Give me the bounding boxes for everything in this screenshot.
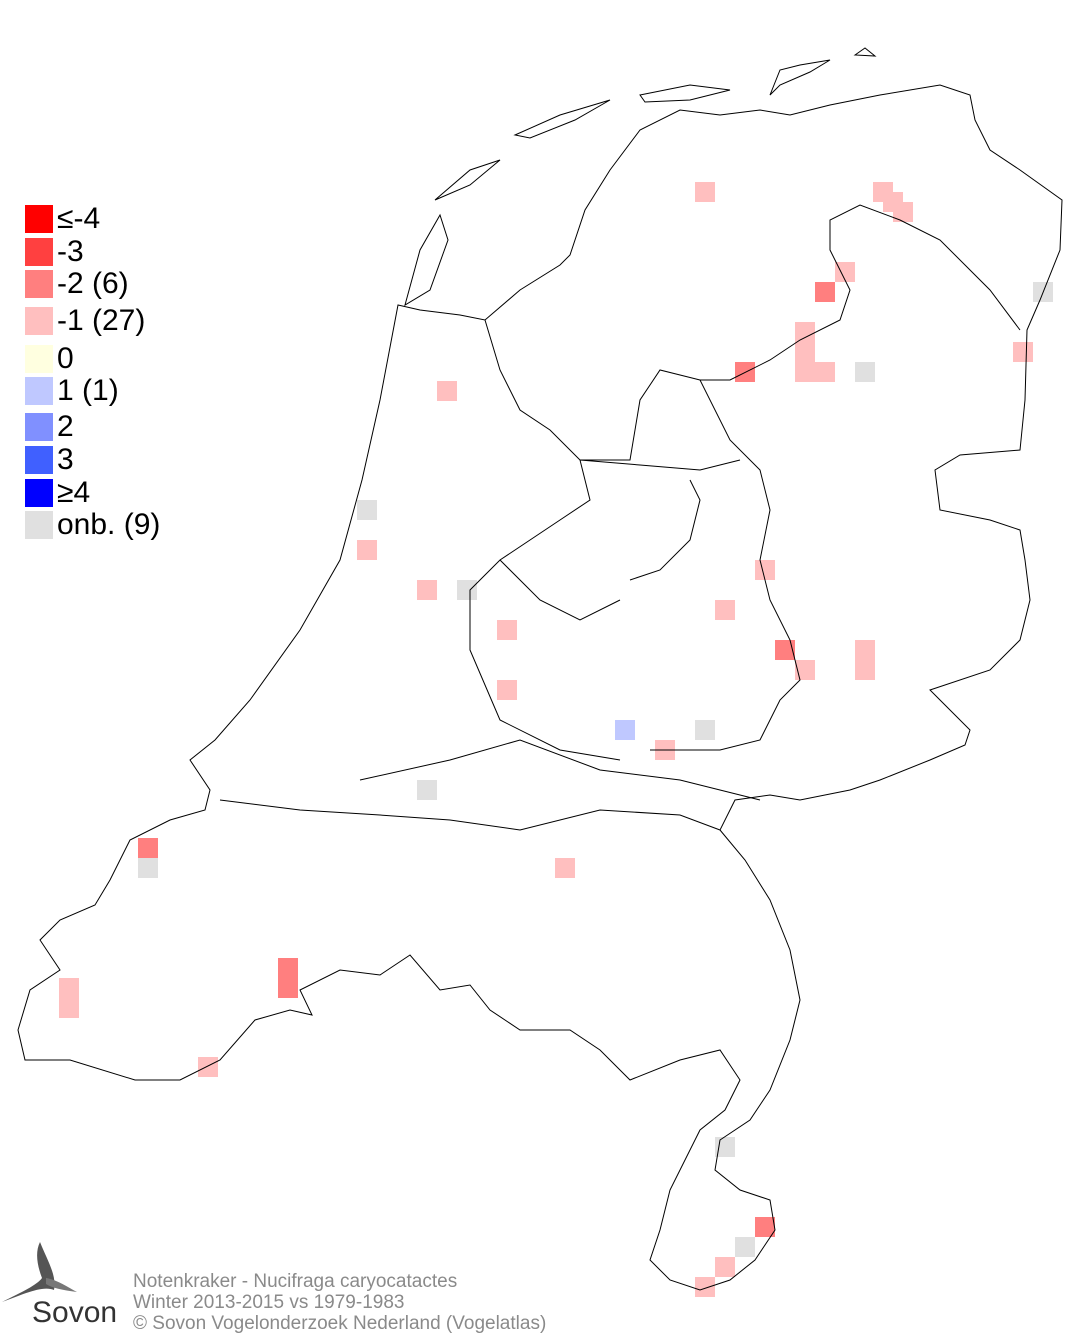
legend-label: 2 [57, 410, 74, 443]
legend-label: 0 [57, 342, 74, 375]
grid-cell [1013, 342, 1033, 362]
legend-label: -3 [57, 235, 84, 268]
grid-cell [417, 580, 437, 600]
legend-item: -1 (27) [25, 304, 146, 337]
legend-swatch [25, 446, 53, 474]
legend-item: 1 (1) [25, 374, 119, 407]
legend-swatch [25, 479, 53, 507]
legend-label: 3 [57, 443, 74, 476]
grid-cell [815, 282, 835, 302]
legend-item: 0 [25, 342, 74, 375]
grid-cell [795, 322, 815, 342]
legend-swatch [25, 238, 53, 266]
legend-label: ≤-4 [57, 202, 101, 235]
logo-text: Sovon [32, 1296, 118, 1329]
grid-cell [835, 262, 855, 282]
grid-cell [715, 600, 735, 620]
legend-item: -2 (6) [25, 267, 129, 300]
grid-cell [695, 182, 715, 202]
legend-swatch [25, 345, 53, 373]
grid-cell [138, 838, 158, 858]
grid-cell [883, 192, 903, 212]
grid-cell [855, 640, 875, 660]
grid-cell [198, 1057, 218, 1077]
grid-cell [357, 540, 377, 560]
grid-cell [775, 640, 795, 660]
grid-cell [755, 560, 775, 580]
grid-cell [715, 1257, 735, 1277]
legend-item: ≤-4 [25, 202, 101, 235]
grid-cell [695, 720, 715, 740]
legend-item: -3 [25, 235, 84, 268]
legend-label: -2 (6) [57, 267, 129, 300]
grid-cell [437, 381, 457, 401]
grid-cell [735, 1237, 755, 1257]
grid-cell [278, 978, 298, 998]
species-name: Notenkraker - Nucifraga caryocatactes [133, 1271, 458, 1292]
grid-cell [417, 780, 437, 800]
map-outline [17, 47, 1063, 1291]
grid-cell [497, 620, 517, 640]
province-borders [219, 204, 1021, 831]
grid-cell [855, 362, 875, 382]
grid-cell [795, 362, 815, 382]
legend-item: onb. (9) [25, 508, 161, 541]
legend-swatch [25, 377, 53, 405]
legend-label: -1 (27) [57, 304, 146, 337]
grid-cell [795, 660, 815, 680]
sovon-logo [2, 1240, 82, 1315]
swallow-icon [2, 1242, 77, 1302]
legend-swatch [25, 205, 53, 233]
mainland-border [17, 84, 1063, 1291]
legend-label: 1 (1) [57, 374, 119, 407]
legend-item: 2 [25, 410, 74, 443]
wadden-islands [404, 47, 877, 307]
grid-cell [795, 342, 815, 362]
grid-cell [755, 1217, 775, 1237]
copyright: © Sovon Vogelonderzoek Nederland (Vogela… [133, 1313, 547, 1334]
grid-cell [138, 858, 158, 878]
legend-swatch [25, 413, 53, 441]
grid-cell [555, 858, 575, 878]
legend-swatch [25, 270, 53, 298]
legend-swatch [25, 307, 53, 335]
grid-cell [615, 720, 635, 740]
map-caption: Notenkraker - Nucifraga caryocatactes Wi… [133, 1271, 546, 1334]
grid-cell [457, 580, 477, 600]
legend-item: 3 [25, 443, 74, 476]
grid-cell [815, 362, 835, 382]
period: Winter 2013-2015 vs 1979-1983 [133, 1292, 405, 1313]
grid-cells [59, 182, 1053, 1297]
grid-cell [497, 680, 517, 700]
legend-item: ≥4 [25, 476, 91, 509]
grid-cell [59, 978, 79, 998]
grid-cell [695, 1277, 715, 1297]
legend-swatch [25, 511, 53, 539]
grid-cell [278, 958, 298, 978]
grid-cell [59, 998, 79, 1018]
grid-cell [357, 500, 377, 520]
legend-label: onb. (9) [57, 508, 161, 541]
grid-cell [855, 660, 875, 680]
legend-label: ≥4 [57, 476, 91, 509]
